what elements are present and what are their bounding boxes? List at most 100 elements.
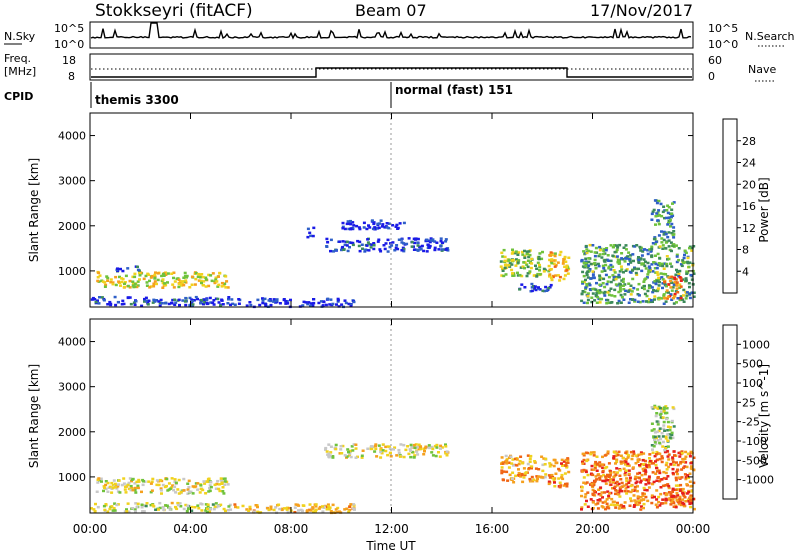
velocity-cell [655,458,659,461]
velocity-cell [558,485,562,489]
velocity-cell [223,483,227,486]
velocity-cell [598,498,602,501]
power-cell [370,243,374,246]
velocity-cell [650,422,654,425]
power-cell [672,226,676,229]
power-cell [598,298,602,301]
power-cell [282,298,286,301]
power-cell [523,249,526,253]
power-cell [212,303,216,306]
velocity-xtick-label: 04:00 [173,522,208,536]
velocity-cell [415,446,419,449]
power-cell [114,283,118,287]
nsky-series [90,22,692,40]
velocity-cell [404,448,408,452]
velocity-cell [661,502,665,505]
velocity-cell [348,505,352,508]
power-cell [648,248,652,251]
power-cell [126,284,130,288]
velocity-cell [666,429,670,432]
velocity-cell [106,510,110,513]
power-cell [191,304,194,308]
velocity-cell [615,480,619,484]
power-cell [221,303,225,306]
power-cell [605,302,609,305]
velocity-cell [668,497,672,500]
power-cell [688,293,692,296]
power-cell [285,300,289,303]
power-cell [106,276,110,280]
power-cell [589,250,593,253]
velocity-cell [566,457,570,460]
power-cell [647,265,651,268]
velocity-cell [558,469,562,472]
power-cell [182,283,186,287]
power-cell [598,274,602,277]
power-cell [396,226,400,230]
power-cell [616,302,620,305]
velocity-cell [206,504,210,508]
power-cell [190,275,194,278]
velocity-cell [296,503,300,507]
velocity-cell [308,503,312,506]
velocity-cell [689,505,693,509]
power-cell [682,261,685,265]
power-cell [587,264,591,267]
power-cell [647,269,651,272]
power-cell [656,219,660,222]
velocity-cell [141,510,145,513]
velocity-cell [593,490,597,493]
power-cell [635,244,639,247]
power-cell [589,277,593,280]
power-cell [547,286,551,290]
velocity-cell [604,482,608,485]
velocity-cell [679,500,683,503]
velocity-cell [171,484,175,487]
power-cell [601,264,605,268]
velocity-cell [502,478,505,482]
velocity-cell [201,488,205,492]
velocity-cell [601,466,605,469]
velocity-cell [644,469,647,472]
power-cell [666,235,670,239]
power-cell [672,296,675,300]
velocity-cell [658,479,662,483]
velocity-cell [196,504,200,507]
velocity-cell [217,483,221,486]
velocity-cell [522,467,526,470]
power-cell [661,282,665,285]
velocity-cell [500,471,504,475]
power-cell [343,243,347,247]
power-cell [173,280,177,283]
power-cell [153,277,157,280]
cpid-program-2: normal (fast) 151 [395,83,513,97]
velocity-cell [559,484,563,487]
velocity-cell [592,482,596,485]
power-cell [380,225,384,228]
velocity-cell [662,406,666,409]
power-cell [617,260,621,263]
power-cell [427,246,431,249]
velocity-cell [609,478,613,481]
velocity-cell [635,500,639,503]
power-cell [554,274,558,277]
power-cell [97,302,101,305]
power-cell [582,262,586,265]
velocity-cell [659,492,663,496]
power-cell [304,301,308,304]
velocity-cell [215,482,219,486]
power-cell [634,271,638,275]
power-cell [563,255,567,259]
power-cell [153,280,157,283]
velocity-cell [667,491,671,494]
velocity-cell [631,454,635,457]
velocity-cell [679,460,683,464]
velocity-colorbar-tick-label: 1000 [742,338,770,351]
power-cell [629,298,632,301]
velocity-cell [655,450,659,454]
power-cell [203,301,207,304]
velocity-cell [360,454,364,457]
power-cell [341,245,345,249]
velocity-cell [653,435,657,439]
power-cell [587,249,591,253]
